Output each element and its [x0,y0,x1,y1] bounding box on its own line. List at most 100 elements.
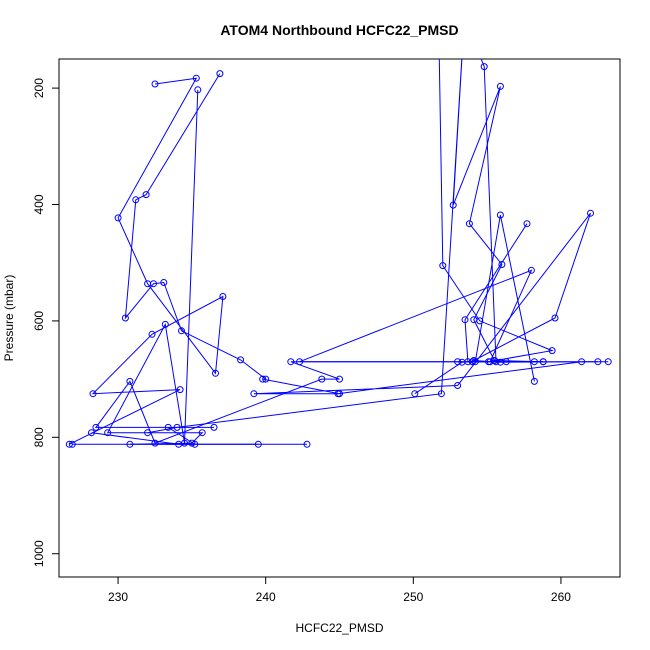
data-point [468,358,476,366]
data-point [551,314,559,322]
data-point [594,358,602,366]
series-line-9 [414,223,528,395]
data-point [104,429,112,437]
y-axis-label: Pressure (mbar) [2,275,16,362]
data-point [144,429,152,437]
data-point [175,440,183,448]
y-axis: 200 400 600 800 1000 [32,78,59,567]
data-point [523,220,531,228]
x-tick-label: 230 [108,590,128,604]
data-point [527,266,535,274]
data-point [210,423,218,431]
data-point [88,429,95,437]
data-point [437,390,445,398]
data-point [496,82,504,90]
data-point [539,358,547,366]
data-point [126,440,134,448]
data-point [303,440,311,448]
data-point [530,358,538,366]
data-point [160,279,168,286]
data-point [262,375,270,383]
series-line-8 [438,59,554,382]
data-point [142,191,150,199]
series-line-2 [69,77,224,445]
data-point [318,375,326,383]
series-line-4 [72,361,609,445]
data-point [89,390,97,398]
data-point [164,423,172,431]
chart-title: ATOM4 Northbound HCFC22_PMSD [220,22,458,38]
data-point [191,440,199,448]
data-point [144,280,152,288]
y-tick-label: 1000 [32,540,46,567]
data-point [471,358,479,366]
data-point [287,358,295,366]
data-point [296,358,304,366]
data-point [194,86,202,94]
data-point [212,369,219,377]
data-point [530,377,538,385]
y-tick-label: 600 [32,311,46,331]
data-point [250,390,258,398]
series-line-3 [91,89,259,445]
data-point [480,63,488,71]
data-point [336,375,343,383]
data-point [604,358,612,366]
data-point [219,293,227,300]
data-point [498,261,506,268]
data-point [176,386,184,394]
data-point [198,429,206,437]
data-point [192,74,200,82]
y-tick-label: 400 [32,194,46,214]
data-point [435,4,441,10]
data-point [92,423,100,431]
y-tick-label: 800 [32,427,46,447]
data-point [458,4,464,10]
data-point [148,330,156,338]
data-point [151,80,159,88]
x-tick-label: 260 [551,590,571,604]
data-point [259,375,267,383]
series-line-1 [124,73,267,380]
data-point [548,347,556,355]
data-point [454,358,462,366]
data-point [464,358,472,366]
series-line-5 [253,212,598,395]
data-point [151,439,159,447]
data-point [439,262,447,270]
data-point [496,211,504,219]
data-point [449,201,457,209]
data-point [126,377,134,385]
data-point [132,196,140,204]
data-point [237,356,245,364]
data-point [465,220,473,228]
data-point [65,440,73,448]
x-axis: 230 240 250 260 [108,577,571,604]
data-point [161,320,169,328]
x-tick-label: 250 [403,590,423,604]
data-point [254,440,262,448]
data-point [461,316,469,324]
data-point [216,70,224,78]
data-point [476,317,484,325]
data-point [454,382,462,389]
x-axis-label: HCFC22_PMSD [295,621,383,635]
plot-area [65,4,612,448]
data-point [173,423,181,431]
plot-frame [58,58,621,578]
x-tick-label: 240 [256,590,276,604]
data-point [411,390,419,398]
series-line-7 [299,59,544,363]
data-point [334,390,342,398]
data-point [578,358,586,366]
data-point [502,358,510,366]
data-point [485,358,493,366]
y-tick-label: 200 [32,78,46,98]
data-point [68,440,76,448]
data-point [114,214,122,222]
data-point [178,327,185,335]
data-point [462,4,468,10]
data-point [121,314,129,322]
data-point [587,209,594,217]
